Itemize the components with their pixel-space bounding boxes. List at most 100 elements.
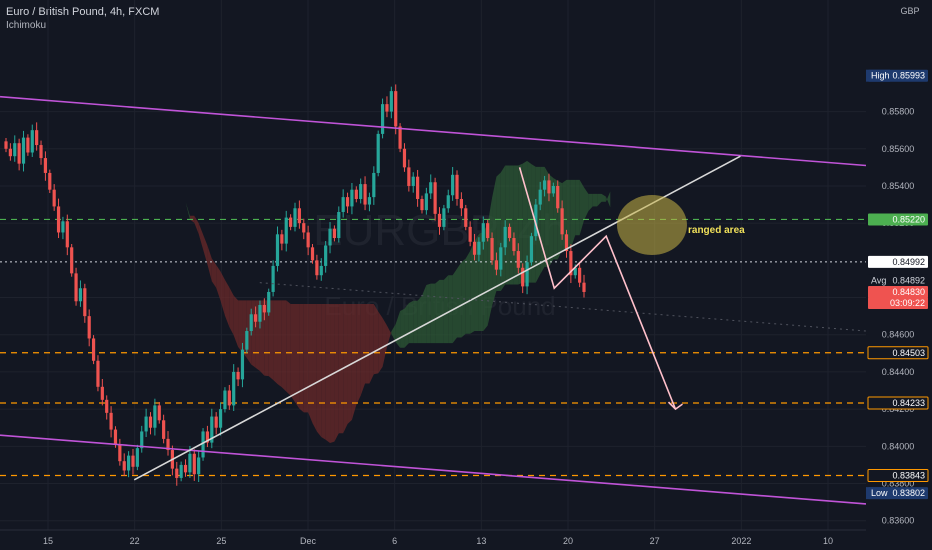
candle-body xyxy=(183,464,188,473)
candle-body xyxy=(249,314,253,332)
cloud-segment xyxy=(365,304,370,384)
time-axis[interactable]: 15 22 25 Dec 6 13 20 27 2022 10 xyxy=(0,529,866,546)
cloud-segment xyxy=(290,304,295,403)
candle-body xyxy=(153,405,157,428)
ranged-area-circle xyxy=(617,195,687,255)
candle-body xyxy=(420,198,424,211)
candle-body xyxy=(328,228,332,246)
cloud-segment xyxy=(356,304,361,405)
drawings: ranged area xyxy=(0,95,867,505)
cloud-segment xyxy=(203,234,208,265)
price-tag: 0.83802 Low xyxy=(866,487,928,500)
projection-arrowhead xyxy=(667,401,683,411)
cloud-segment xyxy=(439,279,444,344)
price-tag: 0.85220 xyxy=(868,213,928,226)
candle-body xyxy=(105,399,109,413)
candle-body xyxy=(162,420,166,439)
indicator-label[interactable]: Ichimoku xyxy=(6,20,47,31)
time-tick-label: 22 xyxy=(130,536,140,546)
projection-path xyxy=(518,167,677,410)
candle-body xyxy=(573,267,577,276)
price-tags: 0.85993High0.852200.849920.84892Avg0.848… xyxy=(866,69,929,500)
price-tag-value: 0.84892 xyxy=(892,275,925,285)
price-tag-bg xyxy=(868,296,928,309)
cloud-segment xyxy=(334,304,339,442)
candle-body xyxy=(516,251,520,268)
cloud-segment xyxy=(360,304,366,396)
cloud-segment xyxy=(408,300,414,344)
price-tag-label: Avg xyxy=(871,275,886,285)
candle-body xyxy=(402,148,407,168)
chart-grid xyxy=(0,0,866,530)
cloud-segment xyxy=(492,176,497,306)
cloud-segment xyxy=(163,159,169,169)
cloud-segment xyxy=(251,300,256,368)
candle-body xyxy=(43,158,48,173)
candle-body xyxy=(503,226,507,248)
price-tag-label-bg xyxy=(866,69,890,82)
candle-body xyxy=(376,133,380,173)
cloud-segment xyxy=(430,283,436,344)
cloud-segment xyxy=(281,300,287,392)
candle-body xyxy=(210,416,214,443)
cloud-segment xyxy=(426,283,431,344)
cloud-segment xyxy=(400,308,405,348)
candle-body xyxy=(148,416,153,428)
cloud-segment xyxy=(159,151,164,160)
candle-body xyxy=(547,180,551,194)
price-tag-bg xyxy=(868,285,928,298)
price-tag: 03:09:22 xyxy=(868,296,928,309)
candle-body xyxy=(446,195,450,209)
price-tag: 0.84892 Avg xyxy=(866,274,928,287)
price-tag-value: 0.83843 xyxy=(892,471,925,481)
candle-body xyxy=(319,265,323,276)
price-tick-label: 0.85800 xyxy=(882,107,915,117)
candlesticks xyxy=(4,84,586,486)
candle-body xyxy=(337,212,341,239)
candle-body xyxy=(437,213,442,227)
candle-body xyxy=(245,331,249,350)
cloud-segment xyxy=(579,179,584,236)
candle-body xyxy=(411,176,415,186)
time-tick-label: 13 xyxy=(476,536,486,546)
candle-body xyxy=(118,444,122,462)
cloud-segment xyxy=(509,165,514,285)
candle-body xyxy=(17,143,21,164)
candle-body xyxy=(258,304,262,322)
time-tick-label: 15 xyxy=(43,536,53,546)
price-tag: 0.83843 xyxy=(867,469,929,483)
candle-body xyxy=(284,217,288,244)
cloud-segment xyxy=(308,304,313,424)
price-tag: 0.84233 xyxy=(867,396,929,410)
cloud-segment xyxy=(584,187,589,221)
cloud-segment xyxy=(378,311,383,374)
candle-body xyxy=(61,221,65,233)
cloud-segment xyxy=(233,295,239,347)
candle-body xyxy=(407,167,411,186)
candle-body xyxy=(91,338,96,361)
candle-body xyxy=(380,104,385,134)
candle-body xyxy=(464,208,468,227)
price-tag-label-bg xyxy=(866,274,890,287)
time-tick-label: 6 xyxy=(392,536,397,546)
cloud-segment xyxy=(286,300,291,396)
candle-body xyxy=(192,453,196,475)
symbol-title[interactable]: Euro / British Pound, 4h, FXCM xyxy=(6,6,160,18)
price-tick-label: 0.85600 xyxy=(882,144,915,154)
cloud-segment xyxy=(224,279,230,327)
cloud-segment xyxy=(382,318,387,367)
candle-body xyxy=(267,291,271,313)
candle-body xyxy=(144,416,148,432)
cloud-segment xyxy=(597,193,602,207)
candle-body xyxy=(499,247,503,270)
cloud-segment xyxy=(295,304,300,409)
candle-body xyxy=(494,260,499,270)
candle-body xyxy=(188,453,192,473)
cloud-segment xyxy=(505,165,510,285)
candle-body xyxy=(109,412,113,430)
candle-body xyxy=(56,206,61,233)
price-tag-value: 0.83802 xyxy=(892,488,925,498)
price-tag-value: 0.85993 xyxy=(892,71,925,81)
candle-body xyxy=(551,185,555,194)
